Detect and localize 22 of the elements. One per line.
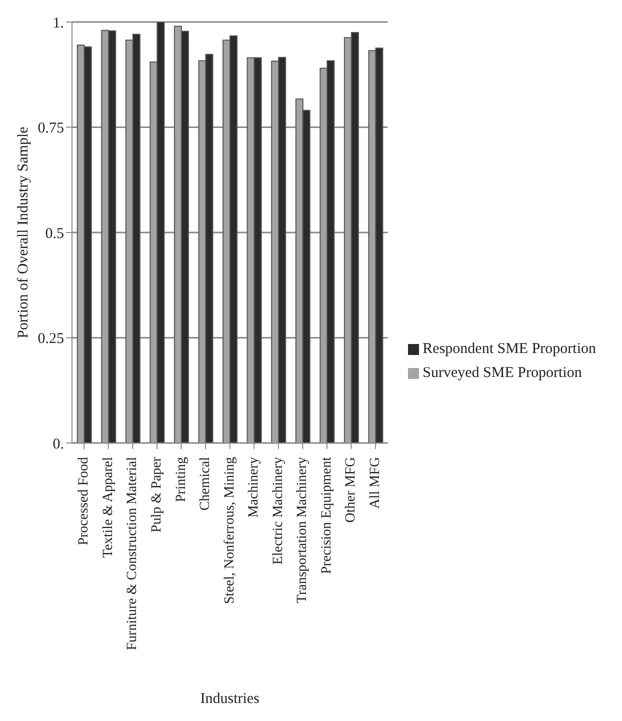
x-tick-label: All MFG xyxy=(368,457,384,509)
y-tick-label: 0.5 xyxy=(45,226,64,242)
x-tick-label: Processed Food xyxy=(76,457,92,546)
legend-label: Respondent SME Proportion xyxy=(422,340,596,356)
x-tick-label: Precision Equipment xyxy=(319,456,334,574)
x-tick-label: Printing xyxy=(174,457,189,502)
x-tick-label: Textile & Apparel xyxy=(100,456,116,558)
legend-label: Surveyed SME Proportion xyxy=(422,364,582,380)
x-tick-label: Electric Machinery xyxy=(270,457,286,565)
y-tick-label: 1. xyxy=(52,15,64,32)
x-tick-label: Chemical xyxy=(198,456,214,511)
x-tick-label: Other MFG xyxy=(344,457,359,523)
x-tick-label: Machinery xyxy=(246,457,262,518)
x-tick-label: Furniture & Construction Material xyxy=(125,456,140,650)
y-tick-label: 0.75 xyxy=(38,120,64,137)
x-axis-title: Industries xyxy=(200,691,260,707)
y-tick-label: 0. xyxy=(52,436,64,452)
x-tick-label: Steel, Nonferrous, Mining xyxy=(222,457,238,604)
x-tick-label: Pulp & Paper xyxy=(149,456,164,532)
x-tick-label: Transportation Machinery xyxy=(295,457,310,604)
y-axis-title: Portion of Overall Industry Sample xyxy=(15,126,32,338)
y-tick-label: 0.25 xyxy=(38,331,64,348)
